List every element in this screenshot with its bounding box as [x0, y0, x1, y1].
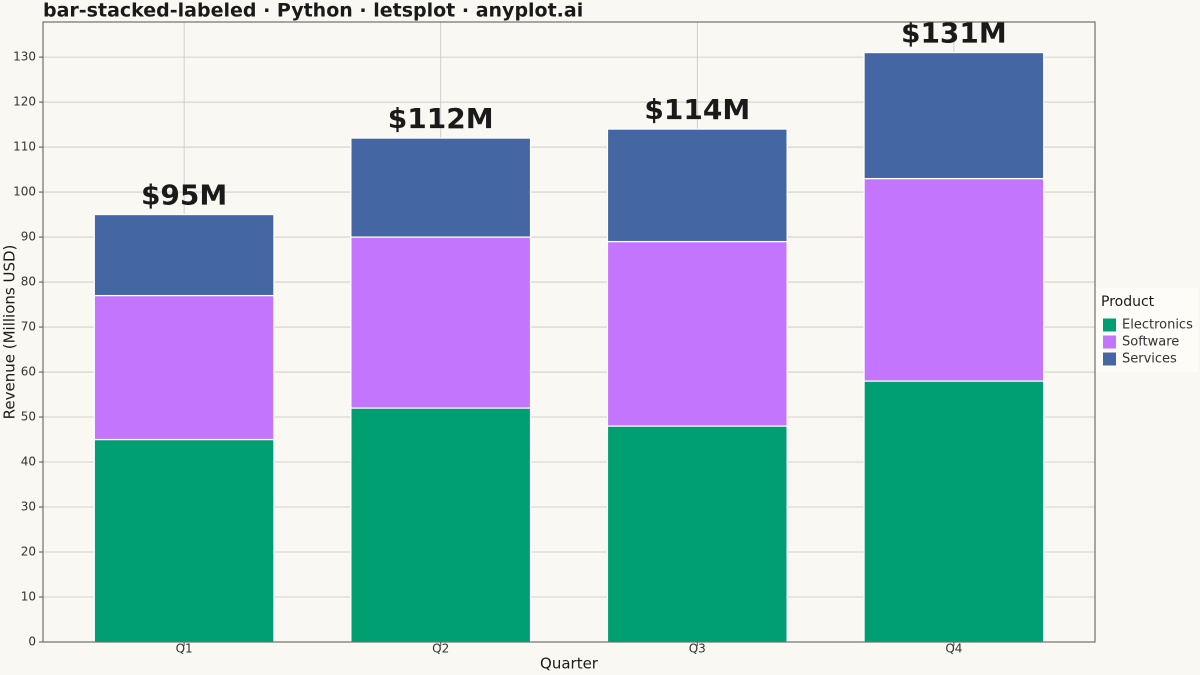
bar-segment: [350, 236, 532, 409]
total-label: $112M: [388, 102, 494, 135]
x-tick-label: Q1: [176, 642, 193, 656]
bar-segment: [606, 425, 788, 643]
y-tick-label: 20: [21, 545, 36, 559]
legend-label: Electronics: [1122, 318, 1193, 333]
bar-segment: [863, 177, 1045, 382]
legend-swatch: [1103, 352, 1116, 366]
y-tick-label: 100: [13, 185, 36, 199]
y-axis-label: Revenue (Millions USD): [1, 245, 19, 420]
chart-title: bar-stacked-labeled · Python · letsplot …: [43, 0, 583, 22]
x-tick-label: Q2: [432, 642, 449, 656]
y-tick-label: 110: [13, 140, 36, 154]
x-axis-label: Quarter: [540, 655, 599, 673]
y-tick-label: 80: [21, 275, 36, 289]
y-tick-label: 30: [21, 500, 36, 514]
plot-border: [42, 21, 1096, 643]
x-tick-label: Q4: [945, 642, 962, 656]
y-tick-label: 40: [21, 455, 36, 469]
bar-segment: [606, 240, 788, 427]
bar-segment: [350, 137, 532, 238]
bar-segment: [863, 51, 1045, 180]
y-tick-label: 10: [21, 590, 36, 604]
y-tick-label: 90: [21, 230, 36, 244]
x-tick-label: Q3: [689, 642, 706, 656]
y-tick-label: 130: [13, 50, 36, 64]
bar-segment: [863, 380, 1045, 643]
y-tick-label: 70: [21, 320, 36, 334]
legend-swatch: [1103, 335, 1116, 349]
y-tick-label: 120: [13, 95, 36, 109]
bar-segment: [350, 407, 532, 643]
bar-segment: [93, 213, 275, 297]
bar-segment: [93, 438, 275, 643]
bar-segment: [93, 294, 275, 441]
y-tick-label: 50: [21, 410, 36, 424]
total-label: $114M: [644, 93, 750, 126]
legend-label: Services: [1122, 352, 1177, 367]
y-tick-label: 60: [21, 365, 36, 379]
bar-segment: [606, 128, 788, 243]
legend-title: Product: [1101, 294, 1155, 310]
legend-label: Software: [1122, 335, 1179, 350]
legend-swatch: [1103, 318, 1116, 332]
y-tick-label: 0: [28, 635, 36, 649]
total-label: $95M: [141, 179, 227, 212]
